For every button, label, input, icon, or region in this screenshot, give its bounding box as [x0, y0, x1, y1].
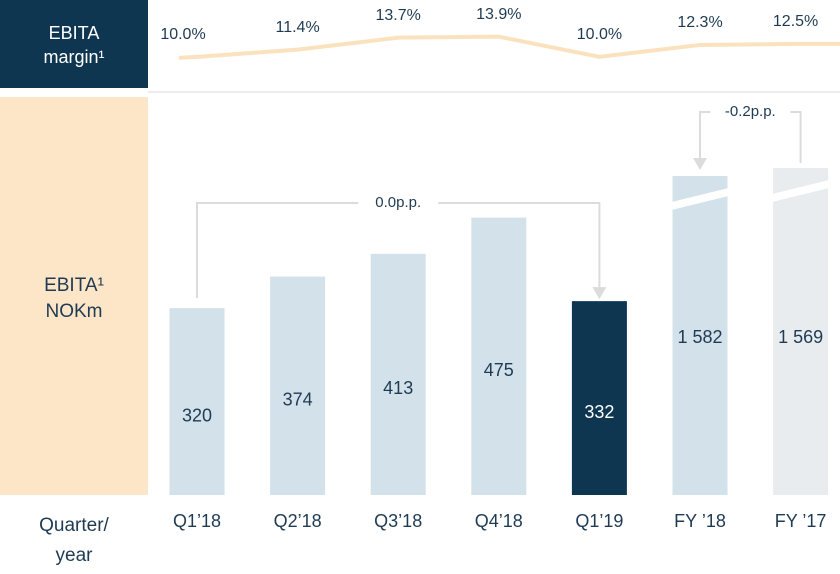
row-label: NOKm [46, 301, 103, 322]
x-tick-label: Q1’18 [173, 511, 221, 531]
x-tick-label: FY ’18 [674, 511, 726, 531]
annotation: 0.0p.p. [375, 194, 421, 211]
bar [672, 176, 728, 495]
value-label: 10.0% [160, 26, 205, 43]
annotation-arrow [693, 158, 707, 170]
annotation-bg [358, 191, 439, 215]
ebita-label-box [0, 97, 148, 495]
axis-break [772, 180, 830, 202]
row-label: EBITA¹ [44, 275, 104, 296]
value-label: 1 582 [677, 327, 722, 347]
bar [471, 217, 527, 496]
value-label: 475 [484, 360, 514, 380]
bar [773, 168, 829, 495]
bar [370, 253, 426, 495]
margin-label-box [0, 0, 148, 88]
x-tick-label: FY ’17 [775, 511, 827, 531]
bar [169, 308, 225, 495]
row-label: year [56, 545, 94, 566]
x-tick-label: Q2’18 [274, 511, 322, 531]
value-label: 13.7% [376, 7, 421, 24]
value-label: 13.9% [476, 6, 521, 23]
value-label: 320 [182, 405, 212, 425]
value-label: 10.0% [577, 26, 622, 43]
value-label: 332 [584, 402, 614, 422]
bar [571, 301, 627, 495]
annotation-arrow [592, 287, 607, 300]
bar [270, 276, 326, 495]
x-tick-label: Q3’18 [374, 511, 422, 531]
axis-break [671, 188, 729, 210]
value-label: 12.3% [677, 14, 722, 31]
value-label: 12.5% [773, 13, 818, 30]
x-tick-label: Q4’18 [475, 511, 523, 531]
value-label: 11.4% [276, 19, 320, 36]
value-label: 413 [383, 378, 413, 398]
value-label: 1 569 [778, 327, 823, 347]
row-label: EBITA [49, 23, 100, 43]
x-tick-label: Q1’19 [575, 511, 623, 531]
row-label: margin¹ [43, 47, 104, 67]
annotation-bg [710, 100, 791, 124]
annotation: -0.2p.p. [725, 103, 776, 120]
margin-line [178, 34, 840, 60]
value-label: 374 [283, 390, 313, 410]
row-label: Quarter/ [39, 515, 109, 536]
